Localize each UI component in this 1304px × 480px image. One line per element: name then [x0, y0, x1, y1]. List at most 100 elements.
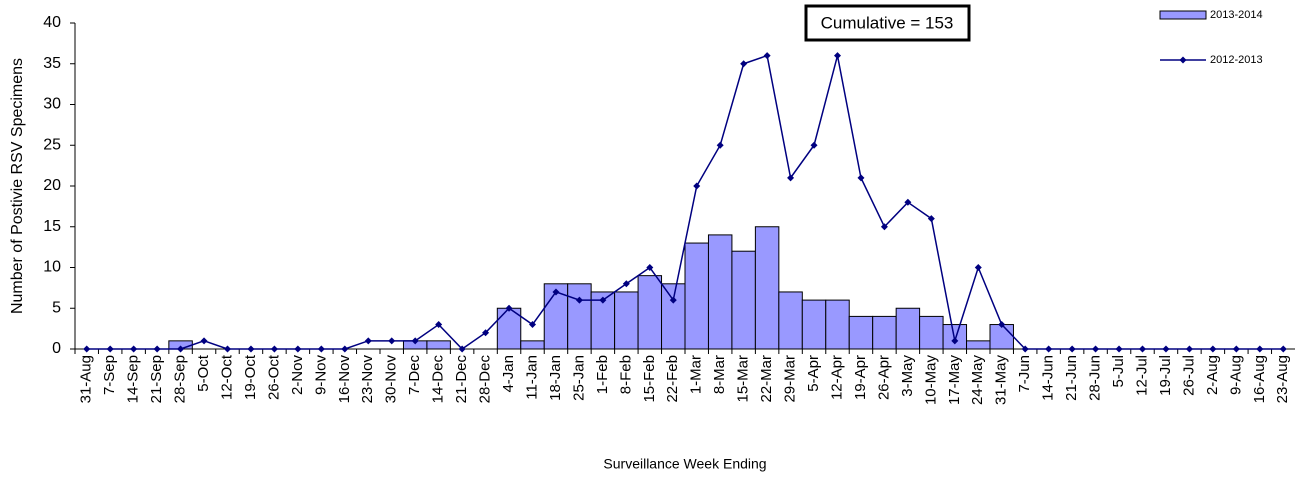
x-tick-label: 22-Feb: [664, 355, 681, 403]
x-tick-label: 9-Aug: [1227, 355, 1244, 395]
bar: [778, 291, 803, 350]
bar: [614, 291, 639, 350]
x-tick-label: 11-Jan: [523, 355, 540, 400]
x-tick-label: 19-Jul: [1157, 355, 1174, 396]
marker: [247, 345, 255, 353]
bar: [754, 226, 780, 350]
marker: [177, 345, 185, 353]
marker: [1021, 345, 1029, 353]
y-tick-label: 25: [43, 136, 61, 153]
x-tick-label: 5-Oct: [195, 354, 212, 392]
marker: [998, 321, 1006, 329]
y-tick-label: 30: [43, 96, 61, 113]
marker: [552, 288, 560, 296]
marker: [1139, 345, 1146, 353]
marker: [810, 141, 818, 149]
marker: [880, 223, 888, 231]
bar: [848, 315, 874, 350]
x-tick-label: 12-Jul: [1133, 355, 1150, 396]
x-tick-label: 28-Dec: [477, 355, 494, 404]
legend-marker: [1179, 56, 1187, 64]
x-tick-label: 7-Jun: [1016, 355, 1033, 393]
x-tick-label: 5-Apr: [805, 355, 822, 392]
bar: [966, 340, 991, 350]
x-tick-label: 15-Feb: [641, 355, 658, 403]
x-tick-label: 12-Apr: [828, 355, 845, 400]
marker: [1115, 345, 1123, 353]
marker: [927, 215, 935, 223]
x-tick-label: 28-Jun: [1087, 355, 1104, 401]
marker: [763, 52, 771, 60]
x-tick-label: 15-Mar: [735, 355, 752, 403]
marker: [599, 296, 607, 304]
x-tick-label: 4-Jan: [500, 355, 517, 393]
x-tick-label: 28-Sep: [172, 355, 189, 403]
bar: [731, 250, 756, 350]
marker: [505, 304, 513, 312]
y-tick-label: 10: [43, 259, 61, 276]
y-tick-label: 5: [52, 299, 61, 316]
legend-label: 2013-2014: [1210, 9, 1263, 21]
marker: [1092, 345, 1100, 353]
bar: [872, 315, 897, 350]
bar: [567, 283, 592, 350]
bar: [520, 340, 545, 350]
marker: [622, 280, 630, 288]
x-tick-label: 23-Nov: [359, 355, 376, 404]
x-tick-label: 12-Oct: [218, 354, 235, 400]
x-tick-label: 23-Aug: [1274, 355, 1291, 403]
marker: [341, 345, 349, 353]
marker: [1256, 345, 1264, 353]
marker: [364, 337, 372, 345]
x-tick-label: 22-Mar: [758, 355, 775, 403]
bar: [661, 283, 686, 350]
marker: [529, 321, 536, 329]
y-tick-label: 40: [43, 14, 61, 31]
marker: [1279, 345, 1287, 353]
marker: [270, 345, 278, 353]
marker: [575, 296, 583, 304]
marker: [1162, 345, 1170, 353]
marker: [200, 337, 208, 345]
marker: [1068, 345, 1076, 353]
x-tick-label: 26-Apr: [875, 355, 892, 400]
x-tick-label: 2-Aug: [1204, 355, 1221, 395]
x-tick-label: 5-Jul: [1110, 355, 1127, 388]
x-tick-label: 3-May: [899, 355, 916, 397]
marker: [106, 345, 114, 353]
x-tick-label: 7-Sep: [101, 355, 118, 395]
x-tick-label: 14-Dec: [430, 355, 447, 404]
marker: [1045, 345, 1053, 353]
x-tick-label: 21-Dec: [453, 355, 470, 404]
marker: [857, 174, 865, 182]
marker: [1232, 345, 1240, 353]
marker: [834, 52, 841, 60]
marker: [224, 345, 231, 353]
x-tick-label: 26-Jul: [1180, 355, 1197, 396]
marker: [951, 337, 959, 345]
annotation-box: [804, 4, 971, 42]
marker: [974, 264, 982, 271]
x-tick-label: 9-Nov: [312, 355, 329, 396]
bar: [989, 324, 1014, 350]
x-tick-label: 25-Jan: [570, 355, 587, 401]
bar: [637, 275, 663, 350]
marker: [130, 345, 138, 353]
marker: [787, 174, 795, 182]
marker: [646, 264, 654, 271]
x-tick-label: 19-Apr: [852, 355, 869, 400]
legend-label: 2012-2013: [1210, 54, 1263, 66]
marker: [669, 296, 677, 304]
x-tick-label: 7-Dec: [406, 355, 423, 396]
x-tick-label: 31-Aug: [78, 355, 95, 403]
y-tick-label: 20: [43, 177, 61, 194]
bar: [895, 307, 921, 350]
x-axis-title: Surveillance Week Ending: [603, 456, 766, 472]
marker: [482, 329, 490, 337]
x-tick-label: 14-Sep: [125, 355, 142, 403]
line: [86, 54, 1284, 350]
x-tick-label: 21-Sep: [148, 355, 165, 403]
x-tick-label: 8-Feb: [617, 355, 634, 394]
x-tick-label: 24-May: [969, 355, 986, 406]
